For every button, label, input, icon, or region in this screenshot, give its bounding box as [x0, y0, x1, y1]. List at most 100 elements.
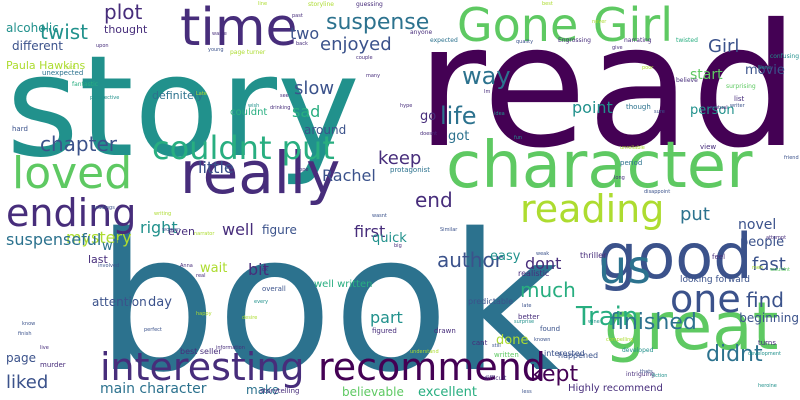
cloud-word-give: give — [612, 45, 623, 51]
cloud-word-ok: ok — [262, 267, 268, 273]
cloud-word-hype: hype — [400, 103, 413, 109]
cloud-word-disappoint: disappoint — [644, 189, 671, 195]
cloud-word-women: women — [162, 227, 181, 233]
cloud-word-writing: writing — [154, 211, 172, 217]
cloud-word-author: author — [437, 248, 503, 272]
cloud-word-interesting: interesting — [100, 345, 305, 389]
cloud-word-finished: finished — [610, 310, 697, 335]
cloud-word-will: will — [102, 239, 124, 254]
cloud-word-well-written: well written — [314, 279, 373, 290]
cloud-word-idea: idea — [494, 111, 505, 117]
cloud-word-way: way — [462, 62, 511, 90]
cloud-word-sad: sad — [292, 102, 321, 121]
cloud-word-weak: weak — [536, 251, 550, 257]
cloud-word-kept: kept — [530, 362, 579, 387]
cloud-word-many: many — [366, 73, 381, 79]
cloud-word-long: long — [614, 175, 625, 181]
cloud-word-similar: Similar — [440, 227, 458, 233]
cloud-word-didnt: didnt — [706, 342, 763, 367]
cloud-word-part: part — [370, 308, 403, 327]
cloud-word-thats: thats — [640, 369, 653, 375]
cloud-word-perfect: perfect — [144, 327, 162, 333]
cloud-word-around: around — [304, 123, 347, 137]
cloud-word-reading: reading — [520, 187, 665, 231]
cloud-word-recommend: recommend — [318, 345, 546, 389]
cloud-word-quick: quick — [372, 231, 407, 246]
cloud-word-even: even — [168, 225, 196, 238]
cloud-word-put: put — [680, 204, 710, 225]
cloud-word-really: really — [180, 139, 341, 207]
cloud-word-feel: feel — [712, 253, 726, 261]
cloud-word-big: big — [394, 243, 402, 249]
cloud-word-see: see — [280, 93, 289, 99]
cloud-word-friend: friend — [784, 155, 799, 161]
cloud-word-cant: cant — [472, 339, 488, 347]
cloud-word-liked: liked — [6, 372, 49, 393]
cloud-word-fast: fast — [752, 254, 786, 275]
cloud-word-back: back — [296, 41, 308, 47]
cloud-word-couple: couple — [356, 55, 373, 61]
cloud-word-overall: overall — [262, 285, 286, 293]
cloud-word-view: view — [700, 143, 717, 151]
cloud-word-read: read — [416, 0, 799, 186]
cloud-word-im: Im — [484, 89, 491, 95]
cloud-word-believable: believable — [342, 385, 404, 399]
cloud-word-writer: writer — [730, 103, 745, 109]
cloud-word-different: different — [12, 39, 63, 53]
cloud-word-realistic: realistic — [518, 269, 550, 278]
cloud-word-excellent: excellent — [418, 385, 477, 400]
cloud-word-point: point — [572, 98, 613, 117]
cloud-word-murder: murder — [40, 361, 66, 369]
cloud-word-quality: quality — [516, 39, 534, 45]
cloud-word-drawn: drawn — [434, 327, 456, 335]
cloud-word-girl: Girl — [708, 36, 740, 57]
cloud-word-mutual: mutual — [710, 105, 728, 111]
cloud-word-know: know — [22, 321, 36, 327]
cloud-word-interested: interested — [544, 349, 585, 358]
cloud-word-turns: turns — [758, 339, 777, 347]
cloud-word-wasnt: wasnt — [372, 213, 387, 219]
cloud-word-couldnt: couldnt — [230, 107, 268, 118]
cloud-word-bit: bit — [248, 260, 269, 279]
cloud-word-go: go — [420, 109, 437, 124]
cloud-word-easy: easy — [490, 249, 521, 264]
cloud-word-fantastic: fantastic — [72, 81, 99, 88]
cloud-word-hard: hard — [12, 125, 28, 133]
cloud-word-hope: hope — [296, 167, 309, 173]
cloud-word-still: still — [492, 343, 501, 349]
cloud-word-sick: sick — [66, 65, 76, 71]
cloud-word-written: written — [494, 351, 519, 359]
cloud-word-period: period — [620, 159, 643, 167]
cloud-word-attempt: attempt — [766, 235, 787, 241]
cloud-word-wouldnt: wouldnt — [770, 267, 791, 273]
cloud-word-little: little — [198, 158, 234, 177]
cloud-word-best: best — [542, 1, 553, 7]
cloud-word-none: None — [758, 65, 772, 71]
cloud-word-right: right — [140, 218, 178, 237]
cloud-word-happened: happened — [558, 351, 599, 360]
cloud-word-slow: slow — [294, 78, 335, 99]
cloud-word-twist: twist — [40, 20, 89, 44]
cloud-word-train: Train — [576, 302, 639, 332]
cloud-word-book: book — [96, 193, 560, 400]
cloud-word-real: real — [196, 273, 206, 279]
cloud-word-doesnt: doesnt — [420, 131, 438, 137]
cloud-word-suspense: suspense — [326, 10, 430, 35]
cloud-word-guessing: guessing — [356, 1, 383, 8]
cloud-word-enjoyed: enjoyed — [320, 34, 392, 55]
cloud-word-every: every — [254, 299, 269, 305]
cloud-word-start: start — [690, 67, 723, 83]
cloud-word-line: line — [258, 1, 268, 7]
cloud-word-two: two — [290, 24, 320, 43]
cloud-word-gone-girl: Gone Girl — [457, 0, 673, 52]
cloud-word-late: late — [522, 303, 532, 309]
cloud-word-keep: keep — [378, 148, 422, 169]
cloud-word-paula-hawkins: Paula Hawkins — [6, 59, 86, 72]
cloud-word-highly-recommend: Highly recommend — [568, 383, 663, 394]
cloud-word-end: end — [415, 188, 453, 212]
cloud-word-poor: poor — [642, 65, 654, 71]
cloud-word-though: though — [626, 103, 651, 111]
cloud-word-thought: thought — [104, 23, 148, 36]
cloud-word-intriguing: intriguing — [626, 371, 655, 378]
cloud-word-confusing: confusing — [769, 53, 799, 60]
